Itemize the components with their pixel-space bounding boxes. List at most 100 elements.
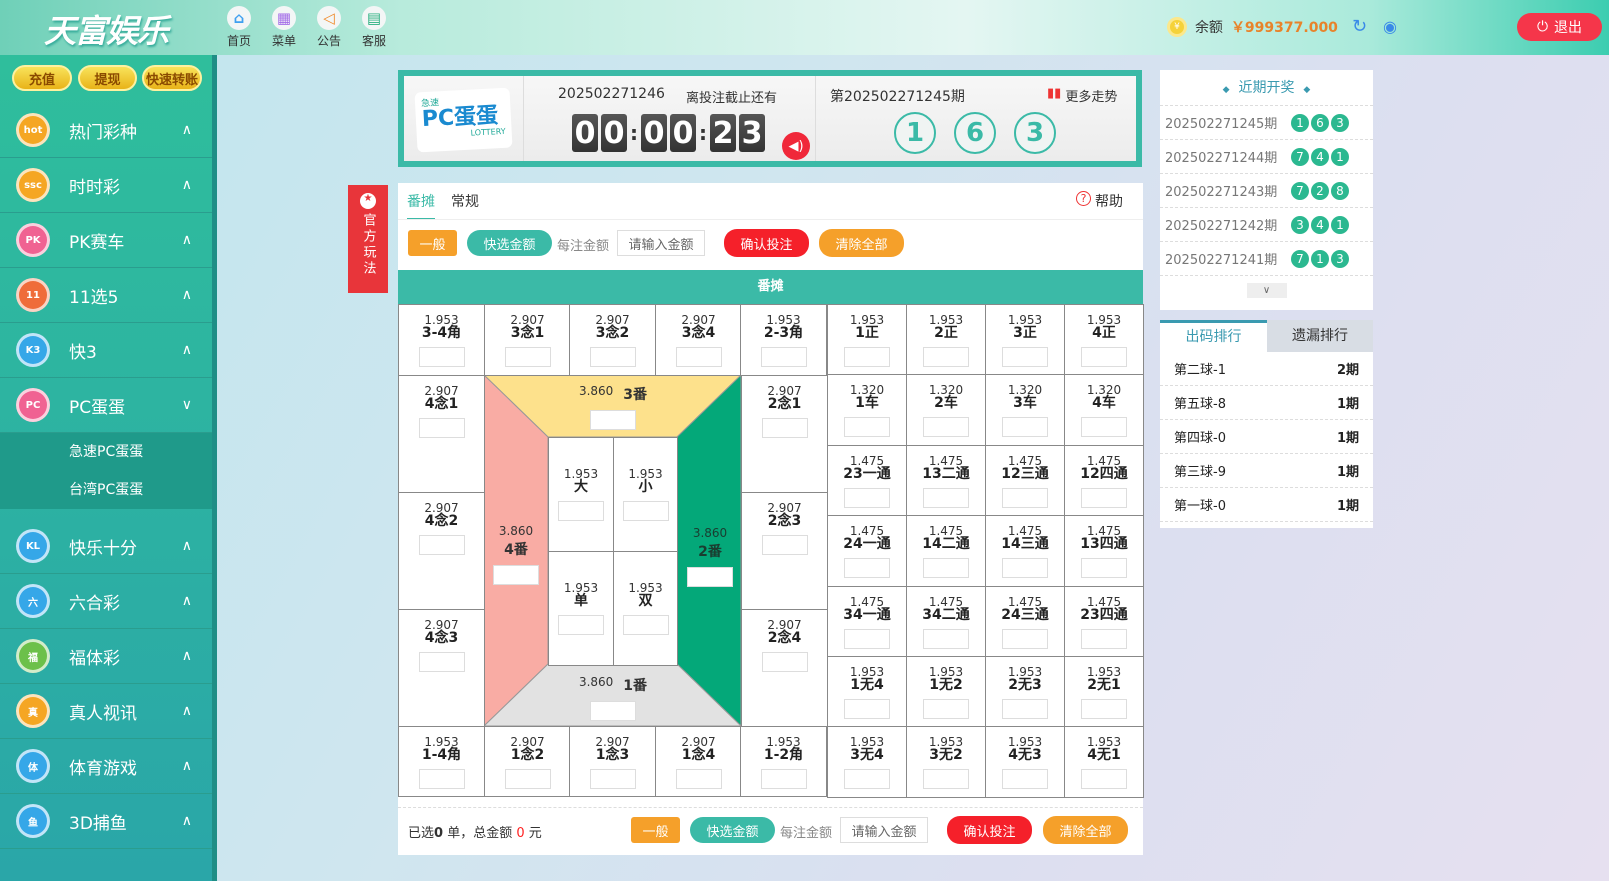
bet-amount-input[interactable] bbox=[590, 701, 636, 721]
bet-cell[interactable]: 1.953 1无4 bbox=[827, 656, 907, 728]
bet-amount-input[interactable] bbox=[589, 769, 636, 789]
confirm-bet-button[interactable]: 确认投注 bbox=[724, 229, 809, 257]
sidebar-item[interactable]: 六六合彩 ∧ bbox=[0, 574, 212, 629]
bet-amount-input[interactable] bbox=[1081, 769, 1127, 789]
bet-amount-input[interactable] bbox=[1002, 629, 1048, 649]
bet-amount-input[interactable] bbox=[418, 418, 465, 438]
bet-amount-input[interactable] bbox=[844, 769, 890, 789]
bet-cell[interactable]: 2.907 4念1 bbox=[398, 375, 485, 493]
bet-cell[interactable]: 1.953 单 bbox=[548, 551, 614, 666]
amount-input[interactable]: 请输入金额 bbox=[617, 230, 705, 256]
bet-cell[interactable]: 1.953 双 bbox=[613, 551, 678, 666]
bet-amount-input[interactable] bbox=[923, 769, 969, 789]
bet-cell[interactable]: 1.475 13二通 bbox=[906, 445, 986, 517]
bet-cell[interactable]: 1.953 2无1 bbox=[1064, 656, 1144, 728]
bet-cell[interactable]: 1.953 1无2 bbox=[906, 656, 986, 728]
bet-amount-input[interactable] bbox=[1081, 488, 1127, 508]
bet-amount-input[interactable] bbox=[761, 652, 808, 672]
bet-cell[interactable]: 2.907 4念3 bbox=[398, 609, 485, 727]
bet-amount-input[interactable] bbox=[622, 615, 669, 635]
bet-amount-input[interactable] bbox=[687, 567, 733, 587]
confirm-bet-button-bottom[interactable]: 确认投注 bbox=[947, 816, 1032, 844]
eye-hide-icon[interactable]: ◉ bbox=[1383, 17, 1397, 36]
deposit-button[interactable]: 充值 bbox=[12, 65, 72, 91]
bet-amount-input[interactable] bbox=[761, 535, 808, 555]
nav-home[interactable]: ⌂ 首页 bbox=[219, 6, 259, 49]
sidebar-item[interactable]: K3 快3 ∧ bbox=[0, 323, 212, 378]
bet-amount-input[interactable] bbox=[844, 488, 890, 508]
sidebar-item[interactable]: ssc 时时彩 ∧ bbox=[0, 158, 212, 213]
bet-cell[interactable]: 2.907 1念3 bbox=[569, 726, 656, 797]
bet-cell[interactable]: 1.953 3无4 bbox=[827, 726, 907, 798]
sidebar-item[interactable]: 11 11选5 ∧ bbox=[0, 268, 212, 323]
bet-cell[interactable]: 1.320 3车 bbox=[985, 374, 1065, 446]
sidebar-item[interactable]: 鱼 3D捕鱼 ∧ bbox=[0, 794, 212, 849]
bet-cell[interactable]: 1.475 14二通 bbox=[906, 515, 986, 587]
bet-amount-input[interactable] bbox=[844, 558, 890, 578]
bet-cell[interactable]: 1.475 14三通 bbox=[985, 515, 1065, 587]
bet-amount-input[interactable] bbox=[844, 629, 890, 649]
bet-cell[interactable]: 2.907 2念3 bbox=[741, 492, 828, 610]
bet-cell[interactable]: 1.953 大 bbox=[548, 437, 614, 552]
sidebar-item[interactable]: PC PC蛋蛋 ∨ bbox=[0, 378, 212, 433]
amount-input-bottom[interactable]: 请输入金额 bbox=[840, 817, 928, 843]
bet-cell[interactable]: 1.953 2正 bbox=[906, 304, 986, 376]
fan-bottom-cell[interactable]: 3.860 1番 bbox=[548, 675, 678, 721]
fan-left-cell[interactable]: 3.860 4番 bbox=[488, 524, 544, 585]
bet-amount-input[interactable] bbox=[675, 769, 722, 789]
nav-notice[interactable]: ◁ 公告 bbox=[309, 6, 349, 49]
bet-cell[interactable]: 1.953 2-3角 bbox=[740, 304, 827, 376]
bet-cell[interactable]: 1.320 4车 bbox=[1064, 374, 1144, 446]
bet-amount-input[interactable] bbox=[418, 347, 465, 367]
bet-cell[interactable]: 1.953 3正 bbox=[985, 304, 1065, 376]
bet-amount-input[interactable] bbox=[761, 418, 808, 438]
bet-cell[interactable]: 2.907 2念4 bbox=[741, 609, 828, 727]
bet-amount-input[interactable] bbox=[418, 535, 465, 555]
bet-amount-input[interactable] bbox=[1002, 769, 1048, 789]
bet-cell[interactable]: 1.475 12三通 bbox=[985, 445, 1065, 517]
bet-amount-input[interactable] bbox=[844, 347, 890, 367]
bet-amount-input[interactable] bbox=[1081, 417, 1127, 437]
bet-amount-input[interactable] bbox=[844, 417, 890, 437]
bet-cell[interactable]: 1.475 12四通 bbox=[1064, 445, 1144, 517]
bet-amount-input[interactable] bbox=[1081, 347, 1127, 367]
bet-cell[interactable]: 1.475 34一通 bbox=[827, 586, 907, 658]
bet-cell[interactable]: 2.907 2念1 bbox=[741, 375, 828, 493]
bet-amount-input[interactable] bbox=[923, 347, 969, 367]
bet-amount-input[interactable] bbox=[675, 347, 722, 367]
bet-amount-input[interactable] bbox=[589, 347, 636, 367]
bet-amount-input[interactable] bbox=[558, 501, 604, 521]
bet-cell[interactable]: 1.953 1正 bbox=[827, 304, 907, 376]
mode-general-button[interactable]: 一般 bbox=[408, 230, 457, 256]
sidebar-item[interactable]: hot 热门彩种 ∧ bbox=[0, 103, 212, 158]
bet-cell[interactable]: 2.907 1念2 bbox=[484, 726, 571, 797]
bet-amount-input[interactable] bbox=[590, 410, 636, 430]
bet-amount-input[interactable] bbox=[760, 347, 807, 367]
bet-cell[interactable]: 1.475 24一通 bbox=[827, 515, 907, 587]
bet-cell[interactable]: 1.953 3-4角 bbox=[398, 304, 485, 376]
quick-amount-button-bottom[interactable]: 快选金额 bbox=[690, 817, 775, 843]
quick-transfer-button[interactable]: 快速转账 bbox=[142, 65, 202, 91]
quick-amount-button[interactable]: 快选金额 bbox=[467, 230, 552, 256]
bet-cell[interactable]: 1.320 2车 bbox=[906, 374, 986, 446]
help-link[interactable]: ? 帮助 bbox=[1076, 191, 1123, 211]
bet-amount-input[interactable] bbox=[622, 501, 669, 521]
bet-cell[interactable]: 1.953 3无2 bbox=[906, 726, 986, 798]
sidebar-item[interactable]: KL 快乐十分 ∧ bbox=[0, 519, 212, 574]
site-logo[interactable]: 天富娱乐 bbox=[44, 12, 169, 50]
bet-cell[interactable]: 1.475 13四通 bbox=[1064, 515, 1144, 587]
bet-cell[interactable]: 1.953 4无3 bbox=[985, 726, 1065, 798]
bet-amount-input[interactable] bbox=[418, 652, 465, 672]
tab-fantan[interactable]: 番摊 bbox=[407, 191, 435, 220]
bet-amount-input[interactable] bbox=[504, 769, 551, 789]
fan-top-cell[interactable]: 3.860 3番 bbox=[548, 384, 678, 430]
bet-amount-input[interactable] bbox=[558, 615, 604, 635]
refresh-icon[interactable]: ↻ bbox=[1351, 16, 1368, 37]
bet-cell[interactable]: 1.953 小 bbox=[613, 437, 678, 552]
bet-amount-input[interactable] bbox=[923, 558, 969, 578]
bet-cell[interactable]: 1.953 4正 bbox=[1064, 304, 1144, 376]
bet-cell[interactable]: 2.907 3念2 bbox=[569, 304, 656, 376]
bet-amount-input[interactable] bbox=[923, 629, 969, 649]
bet-amount-input[interactable] bbox=[1002, 488, 1048, 508]
tab-regular[interactable]: 常规 bbox=[451, 194, 479, 210]
